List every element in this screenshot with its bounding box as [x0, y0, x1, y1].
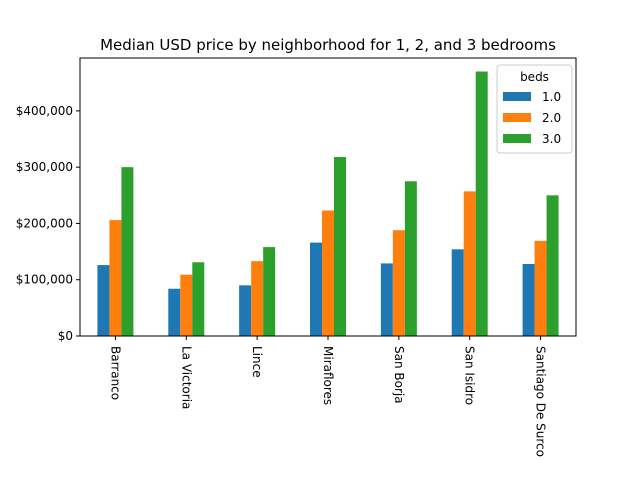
y-axis: $0 $100,000 $200,000 $300,000 $400,000 — [16, 104, 80, 343]
x-tick-label-santiago-de-surco: Santiago De Surco — [534, 346, 548, 457]
y-tick-label: $300,000 — [16, 160, 73, 174]
bar-santiago-de-surco-beds-1-0 — [522, 263, 535, 336]
legend: beds 1.0 2.0 3.0 — [496, 64, 573, 154]
bar-san-isidro-beds-2-0 — [463, 191, 476, 336]
y-tick-label: $200,000 — [16, 216, 73, 230]
legend-box — [496, 64, 573, 154]
bar-miraflores-beds-1-0 — [310, 242, 322, 336]
bars-group — [97, 71, 559, 336]
legend-label-1-0: 1.0 — [542, 90, 561, 104]
bar-lince-beds-1-0 — [239, 285, 252, 336]
bar-santiago-de-surco-beds-3-0 — [546, 195, 559, 336]
bar-san-borja-beds-2-0 — [392, 230, 405, 336]
x-tick-label-barranco: Barranco — [108, 346, 122, 400]
bar-santiago-de-surco-beds-2-0 — [534, 240, 547, 336]
bar-miraflores-beds-3-0 — [334, 157, 346, 336]
bar-la-victoria-beds-1-0 — [168, 288, 181, 336]
bar-san-borja-beds-3-0 — [404, 181, 417, 336]
bar-barranco-beds-2-0 — [109, 220, 122, 336]
y-tick-label: $0 — [58, 329, 73, 343]
bar-san-isidro-beds-3-0 — [475, 71, 488, 336]
x-tick-label-san-isidro: San Isidro — [463, 346, 477, 405]
y-tick-label: $100,000 — [16, 273, 73, 287]
bar-san-borja-beds-1-0 — [380, 263, 393, 336]
bar-lince-beds-3-0 — [263, 247, 276, 336]
bar-la-victoria-beds-2-0 — [180, 274, 193, 336]
x-tick-label-la-victoria: La Victoria — [179, 346, 193, 409]
x-tick-label-miraflores: Miraflores — [321, 346, 335, 405]
bar-la-victoria-beds-3-0 — [192, 262, 205, 336]
x-tick-label-lince: Lince — [250, 346, 264, 378]
legend-swatch-2-0 — [503, 113, 531, 122]
bar-san-isidro-beds-1-0 — [451, 249, 464, 336]
x-axis: Barranco La Victoria Lince Miraflores San Bo… — [108, 336, 548, 457]
chart-title: Median USD price by neighborhood for 1, … — [100, 36, 556, 54]
legend-swatch-1-0 — [503, 92, 531, 101]
bar-lince-beds-2-0 — [251, 261, 264, 336]
legend-swatch-3-0 — [503, 134, 531, 143]
legend-label-3-0: 3.0 — [542, 132, 561, 146]
legend-label-2-0: 2.0 — [542, 111, 561, 125]
bar-barranco-beds-1-0 — [97, 265, 110, 336]
legend-title: beds — [520, 70, 549, 84]
y-tick-label: $400,000 — [16, 104, 73, 118]
bar-barranco-beds-3-0 — [121, 167, 134, 336]
plot-frame — [79, 57, 577, 337]
bar-miraflores-beds-2-0 — [322, 210, 334, 336]
x-tick-label-san-borja: San Borja — [392, 346, 406, 404]
